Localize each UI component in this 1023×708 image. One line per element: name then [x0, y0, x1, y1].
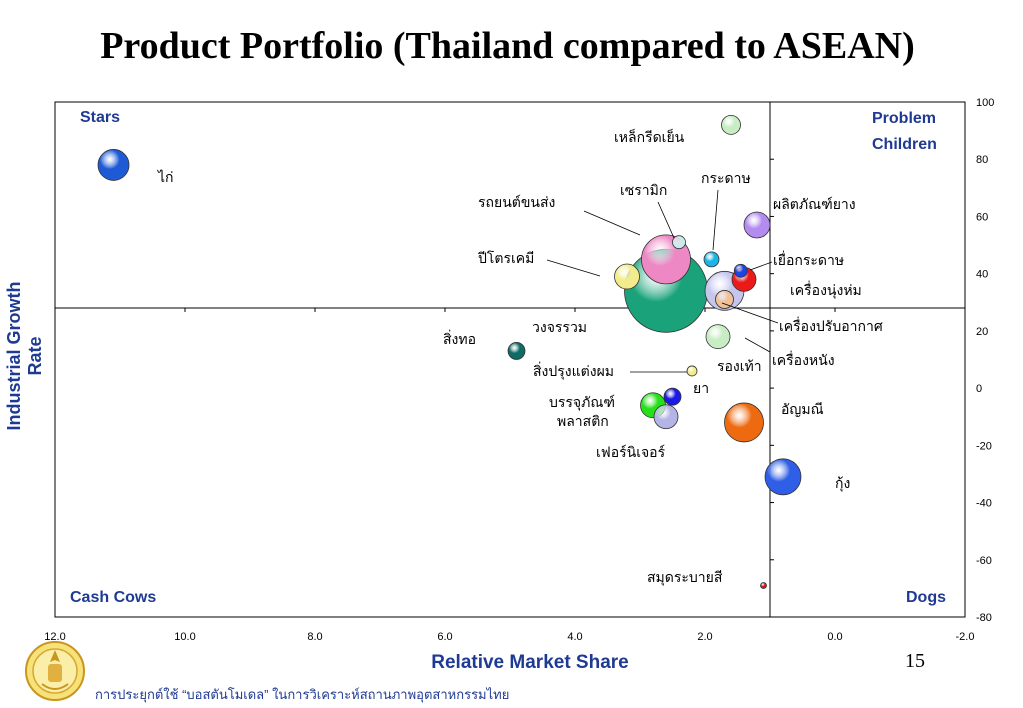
- leader-line: [657, 201, 675, 239]
- emblem-logo: [25, 641, 85, 701]
- bubble-label: อัญมณี: [781, 402, 824, 418]
- bubble: เครื่องปรับอากาศ: [715, 290, 734, 309]
- bubble: ผลิตภัณฑ์ยาง: [743, 211, 771, 239]
- y-tick-label: -20: [976, 440, 992, 452]
- x-axis-label: Relative Market Share: [431, 652, 629, 673]
- bubble: เครื่องหนัง: [705, 324, 731, 350]
- y-tick-label: 100: [976, 97, 994, 109]
- bubble: [733, 263, 748, 278]
- bubble-label: เครื่องนุ่งห่ม: [790, 281, 862, 299]
- y-axis-label: Industrial Growth Rate: [4, 281, 45, 431]
- page-title: Product Portfolio (Thailand compared to …: [100, 25, 915, 67]
- leader-line: [712, 189, 719, 251]
- x-tick-label: 6.0: [437, 631, 452, 643]
- bubble: สมุดระบายสี: [760, 582, 767, 589]
- bubble-label: เฟอร์นิเจอร์: [596, 444, 666, 461]
- bubble-label: สิ่งปรุงแต่งผม: [533, 362, 614, 380]
- x-tick-label: 12.0: [44, 631, 65, 643]
- quadrant-problem-line1: Problem: [872, 110, 936, 127]
- quadrant-stars: Stars: [80, 109, 120, 126]
- y-tick-label: 20: [976, 326, 988, 338]
- leader-line: [744, 337, 771, 353]
- y-tick-label: -40: [976, 498, 992, 510]
- x-tick-label: 0.0: [827, 631, 842, 643]
- bubble-label: กระดาษ: [701, 171, 751, 187]
- y-tick-label: 40: [976, 269, 988, 281]
- y-tick-label: 80: [976, 154, 988, 166]
- bubble-label: สิ่งทอ: [443, 330, 476, 348]
- bubble-label: รถยนต์ขนส่ง: [478, 194, 555, 211]
- plot-frame: [54, 101, 966, 618]
- bubble-label: ไก่: [157, 169, 174, 186]
- bubble-label: เซรามิก: [620, 183, 667, 199]
- bubble-label: พลาสติก: [557, 414, 609, 430]
- y-tick-label: 60: [976, 211, 988, 223]
- footer-note: การประยุกต์ใช้ “บอสตันโมเดล” ในการวิเครา…: [95, 687, 510, 702]
- bubble: เซรามิก: [672, 235, 686, 250]
- bubble: ไก่: [97, 149, 130, 181]
- bubble: พลาสติก: [663, 387, 682, 406]
- bubbles: วงจรรวมรถยนต์ขนส่งเครื่องนุ่งห่มอัญมณีกุ…: [97, 114, 802, 589]
- bubble-label: รองเท้า: [717, 359, 762, 375]
- leader-line: [721, 302, 779, 324]
- bubble-label: บรรจุภัณฑ์: [549, 394, 615, 411]
- bubble-labels: วงจรรวมรถยนต์ขนส่งเครื่องนุ่งห่มอัญมณีกุ…: [157, 128, 883, 586]
- y-tick-label: 0: [976, 383, 982, 395]
- bubble: กุ้ง: [764, 458, 802, 496]
- bubble-label: ปีโตรเคมี: [478, 250, 535, 267]
- x-tick-label: 10.0: [174, 631, 195, 643]
- bubble-label: ยา: [693, 381, 709, 397]
- x-tick-label: 8.0: [307, 631, 322, 643]
- bubble-label: เหล็กรีดเย็น: [614, 128, 685, 146]
- bubble: สิ่งทอ: [507, 342, 526, 360]
- bubble: ยา: [686, 365, 698, 377]
- bubble: เฟอร์นิเจอร์: [653, 404, 679, 430]
- bubble-label: เครื่องปรับอากาศ: [779, 317, 883, 335]
- x-tick-label: -2.0: [956, 631, 975, 643]
- quadrant-cash-cows: Cash Cows: [70, 589, 156, 606]
- leader-line: [583, 210, 641, 236]
- axis-ticks: 12.0 10.0 8.0 6.0 4.0 2.0 0.0 -2.0 100 80 60 40 20 0 -…: [44, 97, 994, 643]
- bubble-label: สมุดระบายสี: [647, 570, 723, 586]
- leader-line: [546, 259, 601, 277]
- bubble-label: กุ้ง: [835, 476, 850, 492]
- leader-lines: [546, 189, 779, 373]
- bubble: เหล็กรีดเย็น: [721, 114, 741, 135]
- quadrant-problem-line2: Children: [872, 136, 937, 153]
- bubble-label: เยื่อกระดาษ: [773, 251, 844, 269]
- bubble: ปีโตรเคมี: [614, 263, 640, 290]
- page-number: 15: [905, 650, 925, 672]
- bubble-label: วงจรรวม: [532, 320, 587, 336]
- bubble: กระดาษ: [703, 251, 720, 268]
- bubble-label: เครื่องหนัง: [772, 351, 835, 369]
- quadrant-dogs: Dogs: [906, 589, 946, 606]
- y-tick-label: -60: [976, 555, 992, 567]
- x-tick-label: 4.0: [567, 631, 582, 643]
- bubble-label: ผลิตภัณฑ์ยาง: [773, 196, 856, 213]
- y-tick-label: -80: [976, 612, 992, 624]
- leader-line: [749, 261, 773, 271]
- x-tick-label: 2.0: [697, 631, 712, 643]
- bubble: อัญมณี: [724, 402, 764, 443]
